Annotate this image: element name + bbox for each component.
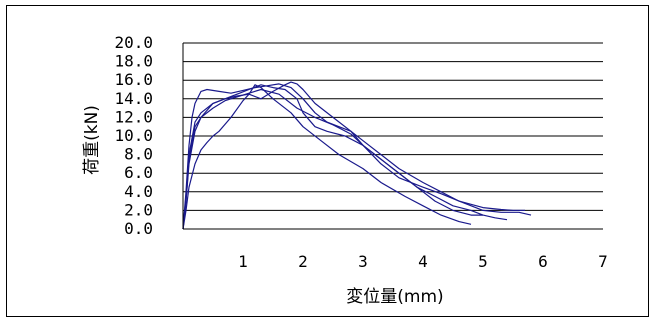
y-tick-label: 10.0 xyxy=(114,126,153,145)
y-tick-label: 6.0 xyxy=(124,163,153,182)
y-tick-label: 20.0 xyxy=(114,33,153,52)
x-tick-label: 3 xyxy=(358,252,368,271)
x-tick-label: 1 xyxy=(238,252,248,271)
y-tick-label: 12.0 xyxy=(114,107,153,126)
x-tick-label: 6 xyxy=(538,252,548,271)
y-tick-label: 2.0 xyxy=(124,200,153,219)
series-line xyxy=(182,83,483,230)
series-lines xyxy=(182,81,532,230)
y-tick-label: 16.0 xyxy=(114,70,153,89)
series-line xyxy=(182,84,508,230)
chart-svg: 0.02.04.06.08.010.012.014.016.018.020.0 1… xyxy=(82,33,608,307)
series-line xyxy=(182,88,525,230)
y-tick-label: 8.0 xyxy=(124,145,153,164)
y-tick-label: 0.0 xyxy=(124,219,153,238)
tick-labels: 0.02.04.06.08.010.012.014.016.018.020.0 1… xyxy=(114,33,607,271)
x-tick-label: 4 xyxy=(418,252,428,271)
gridlines xyxy=(183,42,603,211)
y-tick-label: 4.0 xyxy=(124,182,153,201)
y-axis-title: 荷重(kN) xyxy=(82,105,102,175)
x-tick-label: 2 xyxy=(298,252,308,271)
y-tick-label: 14.0 xyxy=(114,89,153,108)
chart-frame: 0.0 2.0 4.0 6.0 8.0 10.0 12.0 14.0 16.0 18.0 20.0 1… xyxy=(6,5,649,317)
x-axis-title: 変位量(mm) xyxy=(346,287,443,307)
series-line xyxy=(182,81,532,230)
x-tick-label: 7 xyxy=(598,252,608,271)
x-tick-label: 5 xyxy=(478,252,488,271)
series-line xyxy=(182,84,472,230)
y-tick-label: 18.0 xyxy=(114,52,153,71)
